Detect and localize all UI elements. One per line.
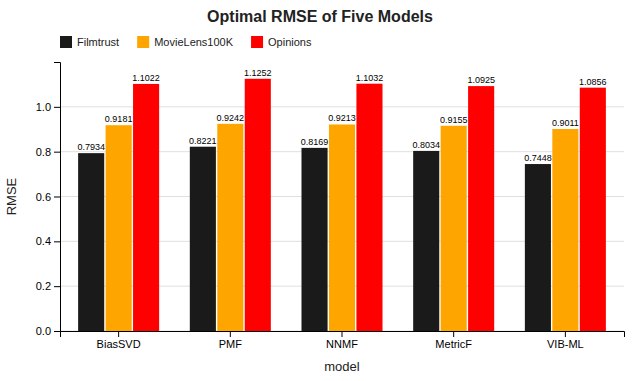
bar [525,164,551,331]
bar [301,148,327,331]
x-tick: VIB-ML [547,331,584,350]
y-tick-mark [54,286,60,287]
bar [580,88,606,331]
y-tick: 0.4 [36,235,60,247]
bar [217,124,243,331]
legend-label: Filmtrust [77,36,119,48]
bar [106,125,132,331]
legend-swatch [137,36,149,48]
y-tick-label: 0.4 [36,235,51,247]
y-tick-mark [54,197,60,198]
data-label: 0.8169 [301,137,329,147]
legend-swatch [251,36,263,48]
y-tick-label: 0.2 [36,280,51,292]
x-tick: NNMF [326,331,358,350]
chart-title: Optimal RMSE of Five Models [207,8,433,25]
y-tick-label: 0.0 [36,325,51,337]
legend-item: Opinions [251,36,312,48]
bar-series [106,124,579,331]
data-label: 0.9155 [440,115,468,125]
y-tick: 0.2 [36,280,60,292]
bar [356,84,382,331]
legend-item: MovieLens100K [137,36,234,48]
y-axis-title: RMSE [4,177,19,215]
data-label: 0.9181 [105,114,133,124]
y-tick-mark [54,331,60,332]
x-tick-mark [342,331,343,337]
data-label: 1.0856 [579,77,607,87]
bar [190,147,216,331]
x-axis: BiasSVD PMF NNMF MetricF VIB-ML [61,331,625,350]
x-tick: MetricF [435,331,472,350]
bar [441,126,467,331]
x-tick-label: NNMF [326,338,358,350]
x-axis-title: model [324,359,360,374]
chart-svg: Optimal RMSE of Five Models0.79340.82210… [0,0,640,381]
x-tick-mark [118,331,119,337]
y-tick-label: 0.6 [36,191,51,203]
data-label: 1.1032 [356,73,384,83]
legend-swatch [60,36,72,48]
data-label: 0.9242 [217,113,245,123]
bar [133,84,159,331]
legend: Filmtrust MovieLens100K Opinions [60,36,312,48]
data-label: 0.9011 [552,118,579,128]
bar [468,86,494,331]
y-axis-line [54,63,61,332]
plot-area: 0.7934 0.8221 0.8169 0.8034 0.7448 0.9181 0.92… [36,63,625,350]
y-tick-label: 0.8 [36,146,51,158]
bar [329,124,355,331]
data-label: 1.0925 [467,75,495,85]
x-tick-mark [565,331,566,337]
y-tick-mark [54,152,60,153]
x-axis-line [61,332,625,338]
data-label: 0.8034 [412,140,440,150]
x-tick-label: MetricF [435,338,472,350]
data-label: 0.9213 [328,113,356,123]
data-label: 0.8221 [189,136,217,146]
legend-item: Filmtrust [60,36,119,48]
bar [78,153,104,331]
y-tick-mark [54,241,60,242]
legend-label: Opinions [268,36,312,48]
legend-label: MovieLens100K [154,36,234,48]
y-tick-label: 1.0 [36,101,51,113]
data-label: 0.7934 [77,142,105,152]
y-tick: 0.6 [36,191,60,203]
bar [552,129,578,331]
data-label: 1.1022 [132,73,160,83]
y-tick: 0.8 [36,146,60,158]
x-tick-mark [230,331,231,337]
bars [78,79,606,331]
x-tick: PMF [219,331,243,350]
data-label-series: 0.9181 0.9242 0.9213 0.9155 0.9011 [105,113,579,128]
bar-series [133,79,606,331]
x-tick: BiasSVD [97,331,141,350]
data-label: 1.1252 [244,68,272,78]
y-tick: 1.0 [36,101,60,113]
x-tick-label: BiasSVD [97,338,141,350]
y-tick-mark [54,107,60,108]
y-tick: 0.0 [36,325,60,337]
x-tick-label: PMF [219,338,243,350]
data-labels: 0.7934 0.8221 0.8169 0.8034 0.7448 0.9181 0.92… [77,68,606,163]
y-axis: 0.0 0.2 0.4 0.6 0.8 1.0 [36,63,61,338]
bar [245,79,271,331]
data-label-series: 0.7934 0.8221 0.8169 0.8034 0.7448 [77,136,551,163]
x-tick-label: VIB-ML [547,338,584,350]
chart-container: Optimal RMSE of Five Models0.79340.82210… [0,0,640,381]
x-tick-mark [453,331,454,337]
bar [413,151,439,331]
data-label-series: 1.1022 1.1252 1.1032 1.0925 1.0856 [132,68,606,87]
data-label: 0.7448 [524,153,552,163]
